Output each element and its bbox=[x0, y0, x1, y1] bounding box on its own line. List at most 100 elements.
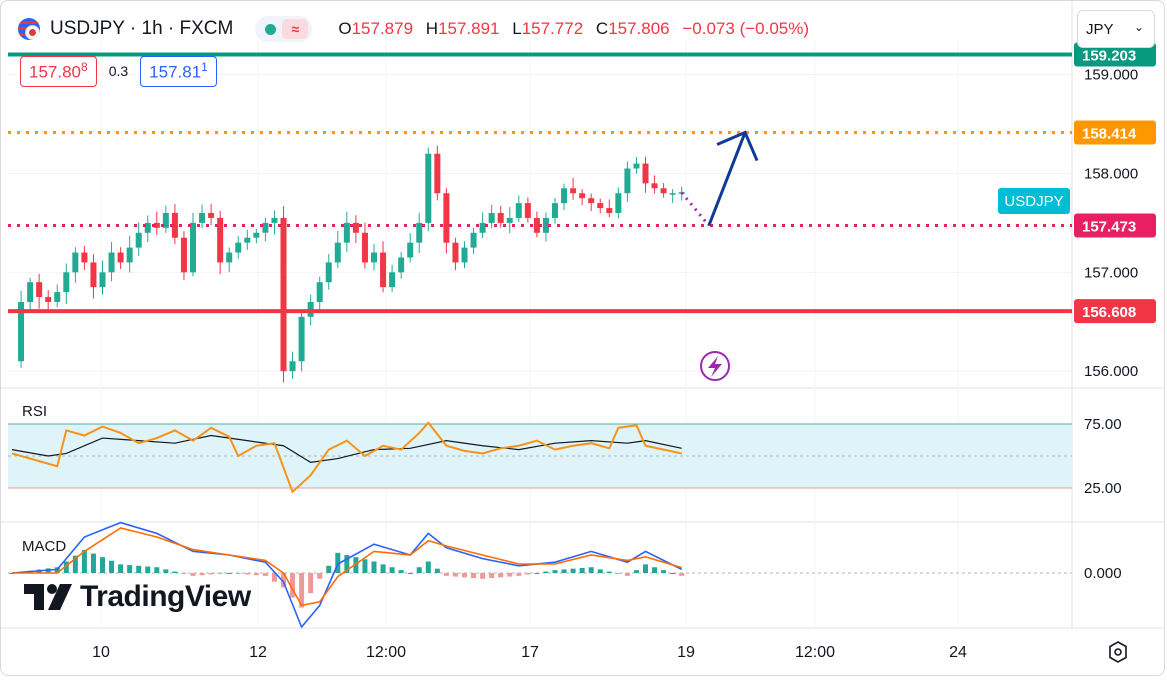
macd-histogram-bar bbox=[253, 573, 259, 576]
macd-histogram-bar bbox=[407, 573, 413, 574]
macd-histogram-bar bbox=[480, 573, 486, 579]
macd-histogram-bar bbox=[127, 565, 133, 573]
macd-histogram-bar bbox=[507, 573, 513, 577]
macd-histogram-bar bbox=[661, 570, 667, 573]
macd-histogram-bar bbox=[416, 567, 422, 573]
candle-body bbox=[452, 242, 459, 263]
candle-body bbox=[99, 272, 106, 288]
candle bbox=[669, 189, 676, 203]
candle bbox=[289, 351, 296, 379]
candle bbox=[570, 177, 577, 200]
bid-ask-panel: 157.808 0.3 157.811 bbox=[20, 56, 217, 87]
candle-body bbox=[552, 203, 558, 218]
candle bbox=[561, 183, 568, 211]
macd-histogram-bar bbox=[217, 573, 223, 574]
projection-dotted-line bbox=[680, 191, 711, 227]
symbol-title[interactable]: USDJPY · 1h · FXCM bbox=[50, 18, 234, 39]
candle-body bbox=[434, 153, 441, 194]
candle-body bbox=[316, 282, 323, 302]
candle bbox=[633, 157, 640, 174]
candle bbox=[488, 204, 495, 229]
candle bbox=[352, 215, 359, 244]
candle bbox=[36, 273, 43, 309]
time-tick-label: 17 bbox=[521, 644, 539, 661]
projection-arrow-shaft bbox=[707, 131, 747, 227]
level-price-tag bbox=[1074, 42, 1156, 67]
price-tick-label: 156.000 bbox=[1084, 363, 1138, 380]
level-price-label: 159.203 bbox=[1082, 48, 1136, 65]
rsi-tick-label: 75.00 bbox=[1084, 416, 1122, 433]
sell-button[interactable]: 157.808 bbox=[20, 56, 97, 87]
tradingview-logo-text: TradingView bbox=[80, 580, 251, 613]
symbol-header: USDJPY · 1h · FXCM ≈ O157.879 H157.891 L… bbox=[18, 14, 817, 44]
candle bbox=[642, 156, 649, 193]
candle-body bbox=[660, 188, 667, 194]
buy-button[interactable]: 157.811 bbox=[140, 56, 217, 87]
market-status-pill[interactable]: ≈ bbox=[255, 16, 313, 42]
candle bbox=[54, 284, 61, 308]
candle-body bbox=[226, 252, 233, 263]
candle-body bbox=[217, 217, 224, 263]
candle bbox=[253, 228, 260, 244]
candle bbox=[552, 197, 558, 224]
macd-histogram-bar bbox=[271, 573, 277, 582]
candle bbox=[660, 182, 667, 198]
rsi-pane-label[interactable]: RSI bbox=[22, 403, 48, 420]
macd-histogram-bar bbox=[633, 570, 639, 573]
candle-body bbox=[162, 213, 169, 228]
candle-body bbox=[579, 193, 586, 199]
time-tick-label: 12 bbox=[249, 644, 267, 661]
macd-histogram-bar bbox=[72, 555, 78, 573]
macd-histogram-bar bbox=[624, 573, 630, 576]
macd-histogram-bar bbox=[163, 569, 169, 573]
candle-body bbox=[144, 222, 151, 233]
macd-histogram-bar bbox=[643, 564, 648, 573]
macd-histogram-bar bbox=[615, 573, 621, 574]
candle bbox=[361, 222, 368, 269]
macd-histogram-bar bbox=[471, 573, 477, 579]
candle bbox=[524, 197, 531, 223]
candle bbox=[515, 195, 522, 223]
candle bbox=[407, 233, 414, 263]
macd-histogram-bar bbox=[570, 568, 576, 573]
candle bbox=[615, 187, 622, 219]
macd-histogram-bar bbox=[362, 559, 368, 573]
level-price-tag bbox=[1074, 213, 1156, 238]
ohlc-values: O157.879 H157.891 L157.772 C157.806 −0.0… bbox=[338, 19, 810, 38]
macd-histogram-bar bbox=[262, 573, 268, 576]
candle bbox=[81, 245, 88, 270]
candle bbox=[398, 251, 405, 279]
candle bbox=[126, 235, 133, 273]
candle-body bbox=[343, 222, 350, 243]
time-tick-label: 12:00 bbox=[366, 644, 406, 661]
currency-selector[interactable]: JPY ⌄ bbox=[1077, 10, 1155, 48]
candle bbox=[479, 212, 486, 239]
candle-body bbox=[515, 203, 522, 218]
candle bbox=[343, 211, 350, 253]
macd-histogram-bar bbox=[172, 571, 178, 573]
candle bbox=[597, 198, 604, 214]
candle-body bbox=[570, 188, 577, 194]
candle-body bbox=[135, 232, 142, 248]
macd-histogram-bar bbox=[90, 553, 96, 573]
macd-histogram-bar bbox=[534, 573, 540, 574]
candle-body bbox=[90, 262, 97, 288]
macd-histogram-bar bbox=[181, 573, 187, 574]
settings-icon[interactable] bbox=[1106, 640, 1130, 664]
macd-histogram-bar bbox=[371, 561, 377, 573]
candle bbox=[271, 210, 278, 235]
macd-histogram-bar bbox=[425, 561, 431, 573]
macd-pane-label[interactable]: MACD bbox=[22, 538, 67, 555]
candle-body bbox=[524, 203, 531, 218]
candle-body bbox=[334, 242, 341, 263]
candle bbox=[63, 263, 70, 304]
tradingview-logo[interactable]: TradingView bbox=[24, 580, 251, 614]
candle bbox=[190, 212, 196, 277]
candle-body bbox=[561, 188, 568, 204]
candle bbox=[434, 145, 441, 201]
spread-value: 0.3 bbox=[108, 63, 129, 80]
candle bbox=[180, 231, 187, 281]
macd-histogram-bar bbox=[199, 573, 205, 576]
candle-body bbox=[615, 193, 622, 213]
